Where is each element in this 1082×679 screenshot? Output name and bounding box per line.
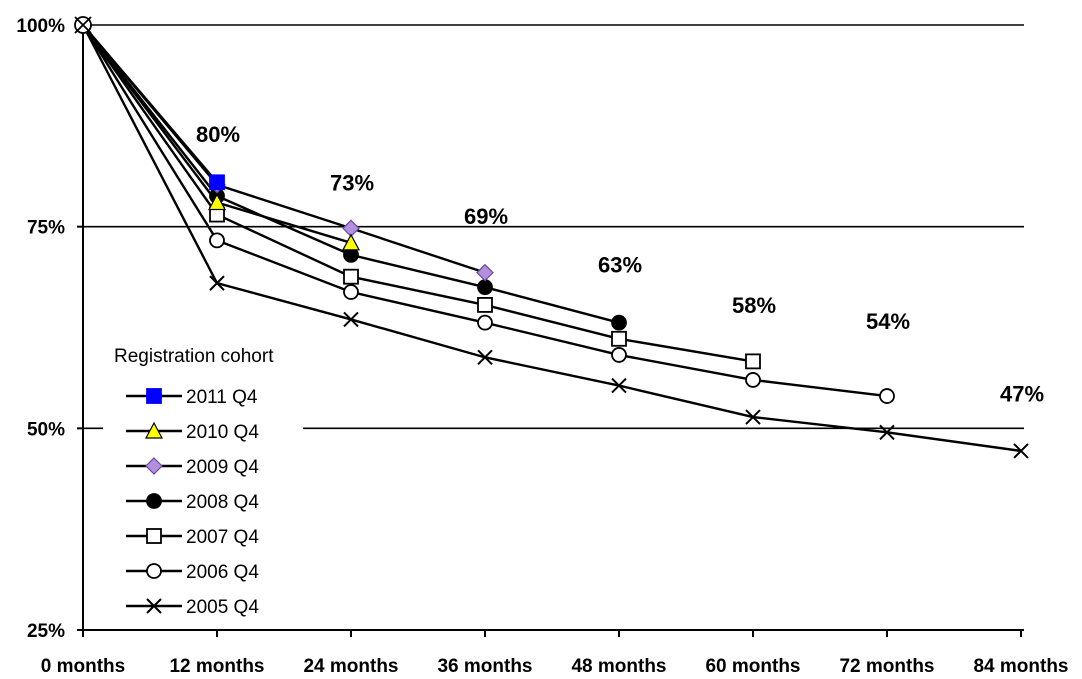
legend-item-2007-q4: 2007 Q4 [126, 527, 259, 548]
x-tick-label: 36 months [437, 656, 532, 677]
y-tick-label: 25% [27, 621, 65, 642]
legend-marker-2008-q4 [146, 493, 162, 509]
series-2011-q4 [82, 24, 218, 184]
series-markers-2010-q4 [208, 193, 360, 251]
series-markers-2007-q4 [209, 206, 761, 370]
series-line-2007-q4 [82, 24, 754, 363]
legend-marker-2011-q4 [146, 388, 162, 404]
legend-label: 2007 Q4 [186, 527, 259, 548]
origin-cross [74, 16, 92, 34]
annotation-label: 69% [464, 204, 508, 229]
annotation-label: 80% [196, 122, 240, 147]
series-group [74, 16, 1029, 459]
series-line-2005-q4 [81, 24, 1022, 453]
legend-label: 2005 Q4 [186, 597, 259, 618]
y-axis-ticks: 100% 75% 50% 25% [16, 16, 65, 642]
x-tick-label: 84 months [973, 656, 1068, 677]
point-2007-q4 [477, 297, 493, 313]
y-tick-label: 50% [27, 419, 65, 440]
point-2006-q4 [879, 388, 895, 404]
point-2005-q4 [209, 275, 225, 291]
x-tick-label: 24 months [303, 656, 398, 677]
annotation-label: 63% [598, 253, 642, 278]
legend-title: Registration cohort [114, 346, 274, 367]
point-2006-q4 [745, 372, 761, 388]
legend-items: 2011 Q4 2010 Q4 2009 Q4 2008 Q4 2007 Q4 2006 … [126, 387, 259, 618]
point-2008-q4 [611, 314, 627, 331]
origin-marker [74, 16, 92, 34]
y-tick-label: 100% [16, 16, 65, 37]
legend-marker-2010-q4 [145, 421, 163, 439]
legend-item-2010-q4: 2010 Q4 [126, 421, 259, 443]
point-2006-q4 [611, 347, 627, 363]
x-tick-label: 12 months [169, 656, 264, 677]
legend-marker-2006-q4 [146, 563, 162, 579]
point-2010-q4 [342, 233, 360, 251]
annotation-label: 73% [330, 170, 374, 195]
legend-label: 2010 Q4 [186, 422, 259, 443]
y-tick-label: 75% [27, 218, 65, 239]
point-2005-q4 [611, 377, 627, 394]
point-2008-q4 [477, 279, 493, 296]
legend-background [103, 342, 303, 624]
point-2010-q4 [208, 193, 226, 211]
legend-label: 2008 Q4 [186, 492, 259, 513]
series-line-2009-q4 [82, 24, 486, 274]
legend-marker-2007-q4 [146, 528, 162, 544]
series-line-2011-q4 [82, 24, 218, 184]
legend-item-2009-q4: 2009 Q4 [126, 457, 259, 478]
annotation-label: 47% [1000, 382, 1044, 407]
series-markers-2005-q4 [209, 275, 1029, 459]
point-2007-q4 [611, 330, 627, 347]
point-2009-q4 [476, 263, 494, 282]
annotations: 80% 73% 69% 63% 58% 54% 47% [196, 122, 1044, 407]
x-tick-label: 48 months [571, 656, 666, 677]
x-tick-label: 0 months [41, 656, 125, 677]
series-2007-q4 [82, 24, 754, 363]
x-tick-label: 72 months [839, 656, 934, 677]
point-2005-q4 [745, 409, 761, 425]
point-2006-q4 [209, 232, 225, 249]
legend-item-2005-q4: 2005 Q4 [126, 597, 259, 618]
legend-item-2006-q4: 2006 Q4 [126, 562, 259, 583]
point-2007-q4 [343, 268, 359, 285]
point-2006-q4 [477, 314, 493, 331]
legend-label: 2006 Q4 [186, 562, 259, 583]
point-2007-q4 [745, 353, 761, 370]
point-2006-q4 [343, 284, 359, 300]
x-tick-label: 60 months [705, 656, 800, 677]
legend-item-2011-q4: 2011 Q4 [126, 387, 258, 408]
point-2005-q4 [1013, 443, 1029, 459]
legend-marker-2009-q4 [145, 457, 163, 475]
point-2005-q4 [343, 311, 359, 328]
point-2011-q4 [209, 174, 225, 191]
series-2009-q4 [82, 24, 486, 274]
legend-label: 2009 Q4 [186, 457, 259, 478]
legend-label: 2011 Q4 [186, 387, 258, 408]
annotation-label: 58% [732, 293, 776, 318]
series-markers-2011-q4 [209, 174, 225, 191]
legend-item-2008-q4: 2008 Q4 [126, 492, 259, 513]
x-axis-ticks: 0 months 12 months 24 months 36 months 48 mo… [41, 656, 1069, 677]
series-markers-2006-q4 [209, 232, 895, 404]
point-2005-q4 [879, 424, 895, 441]
legend: Registration cohort 2011 Q4 2010 Q4 2009 Q… [103, 342, 303, 624]
point-2005-q4 [477, 349, 493, 366]
legend-marker-2005-q4 [146, 598, 162, 614]
annotation-label: 54% [866, 309, 910, 334]
series-2005-q4 [81, 24, 1022, 453]
